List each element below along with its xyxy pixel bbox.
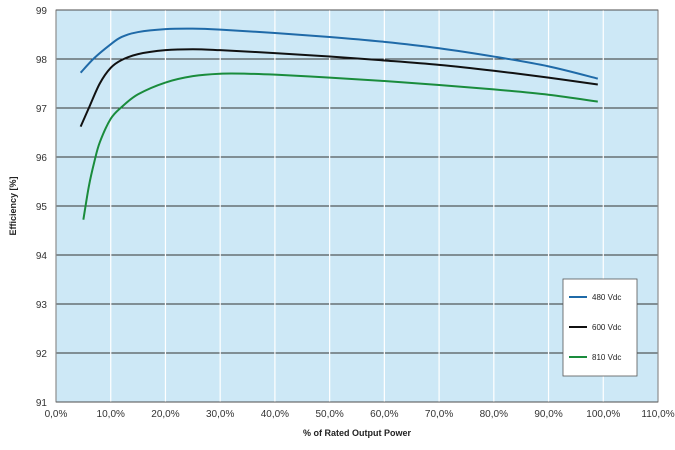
x-tick-label: 10,0% <box>97 409 125 420</box>
x-tick-label: 30,0% <box>206 409 234 420</box>
legend-label: 480 Vdc <box>592 293 621 302</box>
legend: 480 Vdc 600 Vdc 810 Vdc <box>562 278 638 377</box>
series-line-2 <box>82 72 598 220</box>
series-lines <box>79 27 599 220</box>
y-tick-label: 98 <box>36 55 48 66</box>
x-tick-label: 90,0% <box>534 409 562 420</box>
series-line-1 <box>79 48 598 128</box>
legend-label: 600 Vdc <box>592 323 621 332</box>
tick-labels: 91 92 93 94 95 96 97 98 99 0,0% 10,0% 20,0% 30,0% 40,… <box>36 6 675 420</box>
y-tick-label: 96 <box>36 153 48 164</box>
x-axis-title: % of Rated Output Power <box>303 428 411 438</box>
series-line-0 <box>79 27 599 80</box>
y-tick-label: 94 <box>36 251 48 262</box>
x-tick-label: 50,0% <box>315 409 343 420</box>
x-tick-label: 70,0% <box>425 409 453 420</box>
y-tick-label: 92 <box>36 349 48 360</box>
plot-border <box>55 9 659 403</box>
x-tick-label: 110,0% <box>641 409 674 420</box>
x-tick-label: 60,0% <box>370 409 398 420</box>
y-tick-label: 99 <box>36 6 48 17</box>
x-tick-label: 80,0% <box>480 409 508 420</box>
x-tick-label: 0,0% <box>45 409 68 420</box>
x-tick-label: 100,0% <box>586 409 620 420</box>
legend-label: 810 Vdc <box>592 353 621 362</box>
y-tick-label: 95 <box>36 202 48 213</box>
y-tick-label: 93 <box>36 300 48 311</box>
y-axis-title: Efficiency [%] <box>8 176 18 235</box>
x-tick-label: 40,0% <box>261 409 289 420</box>
y-tick-label: 91 <box>36 398 48 409</box>
legend-box <box>562 278 638 377</box>
x-tick-label: 20,0% <box>151 409 179 420</box>
y-tick-label: 97 <box>36 104 48 115</box>
